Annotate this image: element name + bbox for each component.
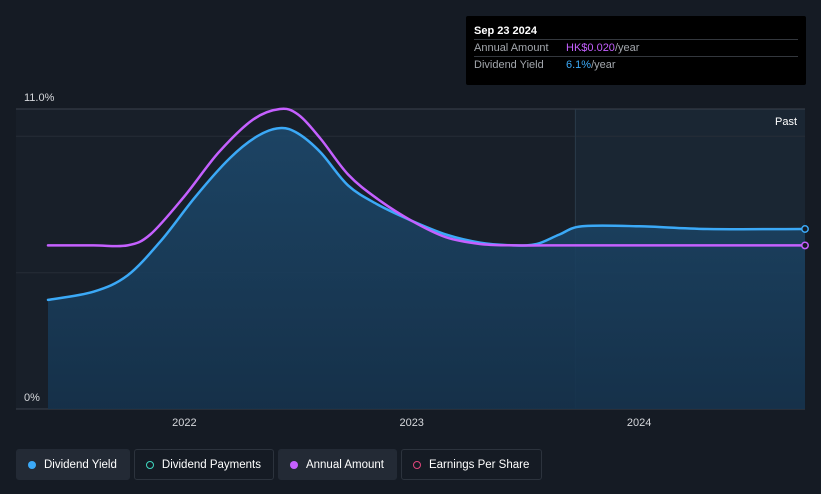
annual-amount-line [46, 107, 807, 248]
legend-dot-icon [145, 460, 154, 469]
x-tick-label: 2024 [627, 417, 651, 429]
x-tick-label: 2022 [172, 417, 196, 429]
tooltip-row-dividend-yield: Dividend Yield 6.1% /year [474, 56, 798, 73]
tooltip-unit: /year [614, 42, 640, 54]
axis-labels: 11.0% 0% 2022 2023 2024 [24, 92, 651, 429]
tooltip-value: HK$0.020 [566, 42, 615, 54]
legend-label: Earnings Per Share [428, 458, 530, 471]
legend-dot-icon [28, 460, 36, 469]
legend-label: Annual Amount [305, 458, 384, 471]
tooltip: Sep 23 2024 Annual Amount HK$0.020 /year… [466, 16, 806, 85]
tooltip-label: Dividend Yield [474, 59, 544, 71]
annual-amount-endpoint [801, 241, 809, 250]
dividend-yield-endpoint [801, 225, 809, 233]
legend-dot-icon [412, 460, 421, 469]
y-tick-label: 11.0% [24, 92, 55, 104]
tooltip-label: Annual Amount [474, 42, 549, 54]
tooltip-date: Sep 23 2024 [474, 25, 537, 37]
legend-label: Dividend Yield [44, 458, 117, 471]
legend-dot-icon [289, 460, 298, 469]
y-tick-label: 0% [24, 392, 40, 404]
legend-label: Dividend Payments [161, 458, 261, 471]
legend-earnings-per-share[interactable]: Earnings Per Share [400, 449, 543, 480]
tooltip-value: 6.1% [566, 59, 592, 71]
legend: Dividend Yield Dividend Payments Annual … [16, 449, 543, 480]
tooltip-row-annual-amount: Annual Amount HK$0.020 /year [474, 39, 798, 56]
series-lines [46, 107, 809, 302]
legend-annual-amount[interactable]: Annual Amount [277, 449, 397, 480]
yield-area [48, 128, 805, 409]
legend-dividend-payments[interactable]: Dividend Payments [133, 449, 274, 480]
past-label: Past [775, 116, 797, 128]
tooltip-unit: /year [591, 59, 616, 71]
dividend-chart: 11.0% 0% 2022 2023 2024 Past [16, 92, 809, 429]
dividend-yield-line [46, 126, 807, 302]
x-tick-label: 2023 [399, 417, 423, 429]
legend-dividend-yield[interactable]: Dividend Yield [16, 449, 130, 480]
yield-area-fill [48, 128, 805, 409]
